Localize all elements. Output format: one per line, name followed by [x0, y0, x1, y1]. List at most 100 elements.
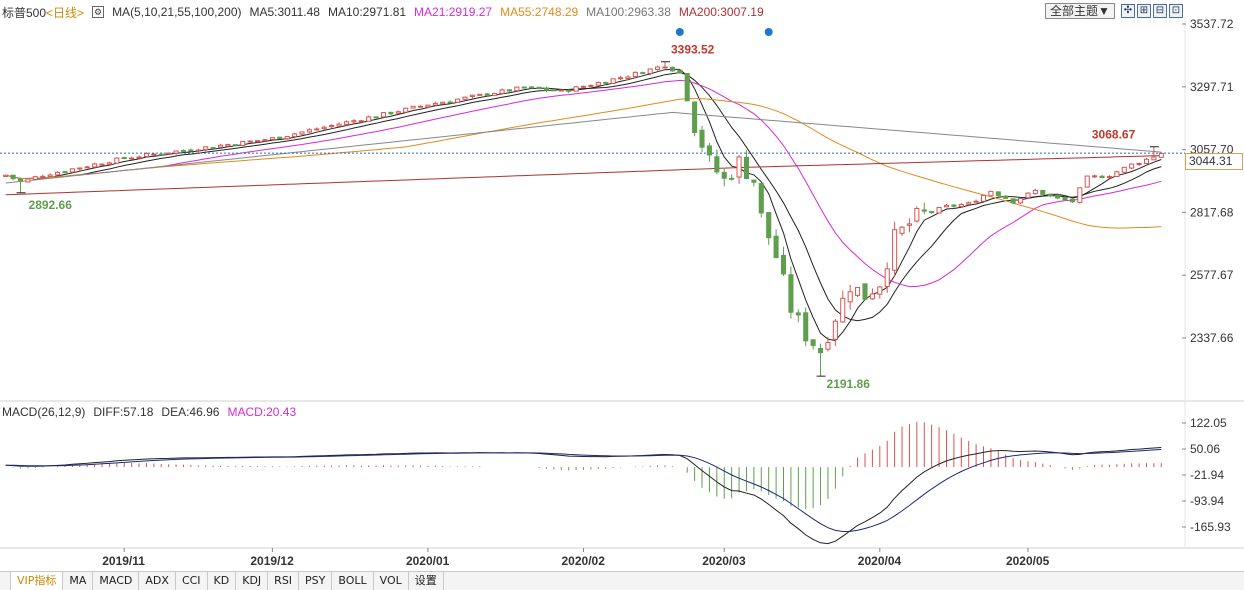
- candle: [314, 127, 320, 131]
- candle-body: [380, 112, 387, 118]
- macd-tick-label: -21.94: [1190, 468, 1224, 482]
- candle: [1099, 174, 1105, 179]
- candle: [129, 156, 135, 160]
- candle-body: [906, 223, 912, 226]
- candle-body: [1040, 189, 1046, 195]
- candle: [825, 336, 831, 352]
- candle-body: [899, 226, 905, 234]
- candle-body: [1032, 189, 1038, 195]
- candle: [743, 150, 750, 180]
- candle: [677, 69, 683, 74]
- candle: [10, 174, 16, 181]
- ma21-line: [5, 79, 1162, 288]
- candle-body: [417, 105, 424, 108]
- candle: [655, 65, 661, 71]
- candle: [669, 66, 675, 72]
- candle: [225, 143, 231, 147]
- candle: [758, 183, 764, 218]
- candle: [1084, 175, 1090, 188]
- candle-body: [55, 171, 61, 176]
- candle: [810, 339, 816, 350]
- candle: [877, 286, 883, 299]
- candle: [551, 88, 557, 92]
- time-tick-label: 2019/11: [102, 554, 145, 568]
- candle-body: [1121, 166, 1127, 173]
- candle: [1121, 166, 1127, 174]
- candle-body: [269, 137, 275, 140]
- tab-macd[interactable]: MACD: [93, 572, 140, 590]
- candle-body: [366, 116, 372, 122]
- candle: [780, 246, 787, 277]
- candle-body: [440, 101, 446, 105]
- tab-kdj[interactable]: KDJ: [236, 572, 269, 590]
- tab-rsi[interactable]: RSI: [268, 572, 300, 590]
- ma10-value: MA10:2971.81: [327, 5, 407, 19]
- tab-kd[interactable]: KD: [208, 572, 237, 590]
- tab-vip[interactable]: VIP指标: [10, 572, 64, 590]
- candle: [1129, 163, 1135, 170]
- candle: [832, 319, 838, 346]
- candle-body: [232, 144, 238, 147]
- candle: [1025, 192, 1031, 199]
- theme-dropdown[interactable]: 全部主题▼: [1045, 3, 1115, 19]
- zoom-out-icon[interactable]: ⊟: [1152, 4, 1167, 18]
- fullscreen-icon[interactable]: ⊡: [1168, 4, 1183, 18]
- candle-body: [729, 177, 735, 180]
- candle-body: [855, 286, 861, 296]
- macd-value: MACD:20.43: [227, 405, 297, 419]
- candle-body: [758, 183, 764, 214]
- tab-boll[interactable]: BOLL: [332, 572, 374, 590]
- tab-adx[interactable]: ADX: [139, 572, 176, 590]
- candle: [1040, 189, 1046, 195]
- candle-body: [543, 87, 549, 91]
- candle-body: [610, 78, 616, 84]
- candle: [543, 86, 549, 93]
- candle: [99, 163, 105, 166]
- period-label[interactable]: <日线>: [46, 5, 85, 20]
- tab-psy[interactable]: PSY: [299, 572, 333, 590]
- candle-body: [655, 66, 661, 70]
- ma55-line: [5, 98, 1162, 229]
- candle: [269, 137, 275, 141]
- candle-body: [121, 157, 127, 160]
- tab-设置[interactable]: 设置: [409, 572, 444, 590]
- candle: [455, 98, 461, 103]
- tab-ma[interactable]: MA: [63, 572, 94, 590]
- candle: [580, 85, 587, 88]
- candle: [403, 107, 409, 113]
- candle: [47, 173, 53, 177]
- candle-body: [566, 89, 572, 92]
- candle-body: [618, 77, 624, 80]
- crosshair-icon[interactable]: ✣: [1120, 4, 1135, 18]
- candle: [610, 78, 616, 84]
- time-tick-label: 2020/02: [562, 554, 606, 568]
- candle-body: [521, 86, 527, 89]
- tab-cci[interactable]: CCI: [176, 572, 208, 590]
- candle-body: [410, 105, 416, 109]
- candle: [1114, 170, 1120, 178]
- ma21-value: MA21:2919.27: [414, 5, 493, 19]
- candle: [684, 73, 690, 102]
- time-tick-label: 2020/03: [702, 554, 746, 568]
- candle-body: [884, 268, 890, 287]
- candle-body: [595, 81, 601, 86]
- settings-icon[interactable]: ⚙: [92, 6, 105, 18]
- candle-body: [299, 131, 305, 135]
- candle: [795, 309, 801, 323]
- candle-body: [1151, 156, 1157, 161]
- candle-body: [625, 76, 631, 79]
- grid: [0, 20, 1244, 549]
- candle: [966, 201, 972, 206]
- candle-body: [329, 124, 335, 127]
- symbol-label: 标普500: [2, 5, 47, 20]
- candle: [440, 101, 446, 105]
- candle-body: [929, 211, 935, 214]
- candle-body: [3, 174, 9, 177]
- ma-legend: 标普500 <日线> ⚙ MA(5,10,21,55,100,200) MA5:…: [2, 4, 772, 20]
- tab-vol[interactable]: VOL: [374, 572, 409, 590]
- zoom-in-icon[interactable]: ⊞: [1136, 4, 1151, 18]
- candle-body: [484, 93, 490, 96]
- candle: [143, 152, 149, 158]
- candle-body: [432, 102, 438, 106]
